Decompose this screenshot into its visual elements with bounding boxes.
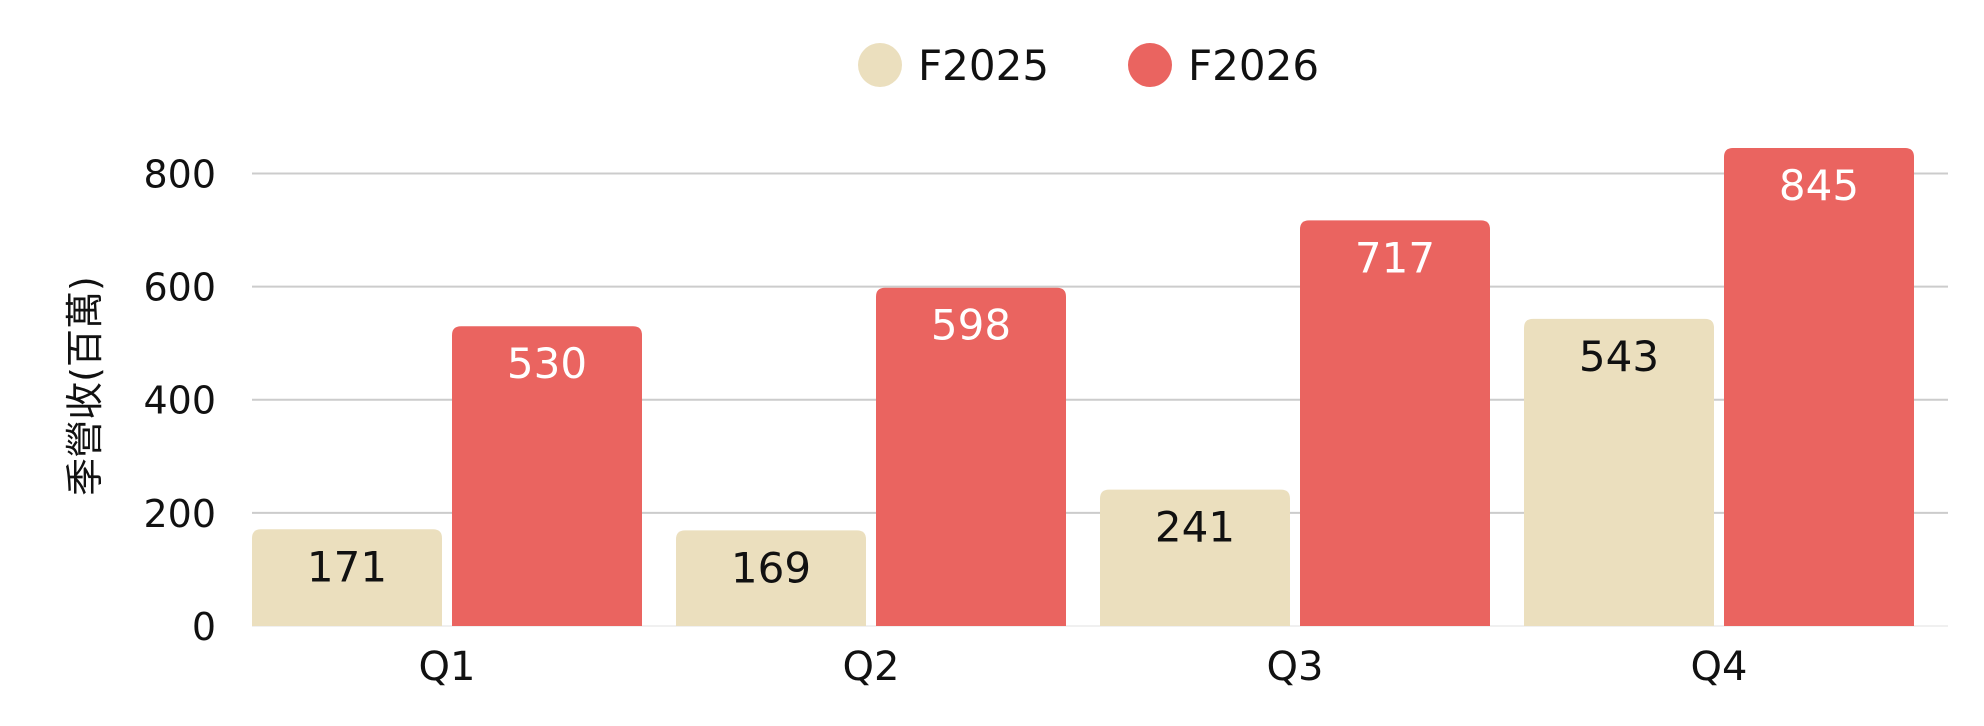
y-axis-label: 季營收(百萬) [63,276,107,496]
bar-f2025-q2 [676,530,866,626]
x-tick-label: Q1 [419,644,476,690]
legend-swatch [858,43,902,87]
y-tick-label: 400 [143,379,216,423]
data-label: 598 [931,301,1011,350]
data-label: 845 [1779,161,1859,210]
bar-f2026-q3 [1300,220,1490,626]
bar-f2025-q3 [1100,489,1290,626]
data-labels: 171 530 169 598 241 717 543 845 [307,161,1859,592]
legend-swatch [1128,43,1172,87]
data-label: 169 [731,543,811,592]
bar-f2026-q2 [876,287,1066,626]
x-tick-label: Q2 [843,644,900,690]
x-tick-label: Q4 [1691,644,1748,690]
y-tick-label: 800 [143,152,216,196]
bar-f2026-q1 [452,326,642,626]
bar-f2025-q1 [252,529,442,626]
x-axis: Q1 Q2 Q3 Q4 [419,644,1748,690]
y-axis: 0 200 400 600 800 [143,152,216,649]
x-tick-label: Q3 [1267,644,1324,690]
data-label: 171 [307,542,387,591]
legend-label: F2026 [1188,41,1319,90]
bar-f2025-q4 [1524,318,1714,626]
legend-item-f2026: F2026 [1128,41,1319,90]
bar-f2026-q4 [1724,148,1914,626]
data-label: 241 [1155,503,1235,552]
data-label: 530 [507,339,587,388]
y-tick-label: 0 [192,605,216,649]
legend-label: F2025 [918,41,1049,90]
data-label: 717 [1355,233,1435,282]
data-label: 543 [1579,332,1659,381]
y-tick-label: 200 [143,492,216,536]
legend-item-f2025: F2025 [858,41,1049,90]
bars [252,148,1914,626]
legend: F2025 F2026 [858,41,1319,90]
y-tick-label: 600 [143,266,216,310]
